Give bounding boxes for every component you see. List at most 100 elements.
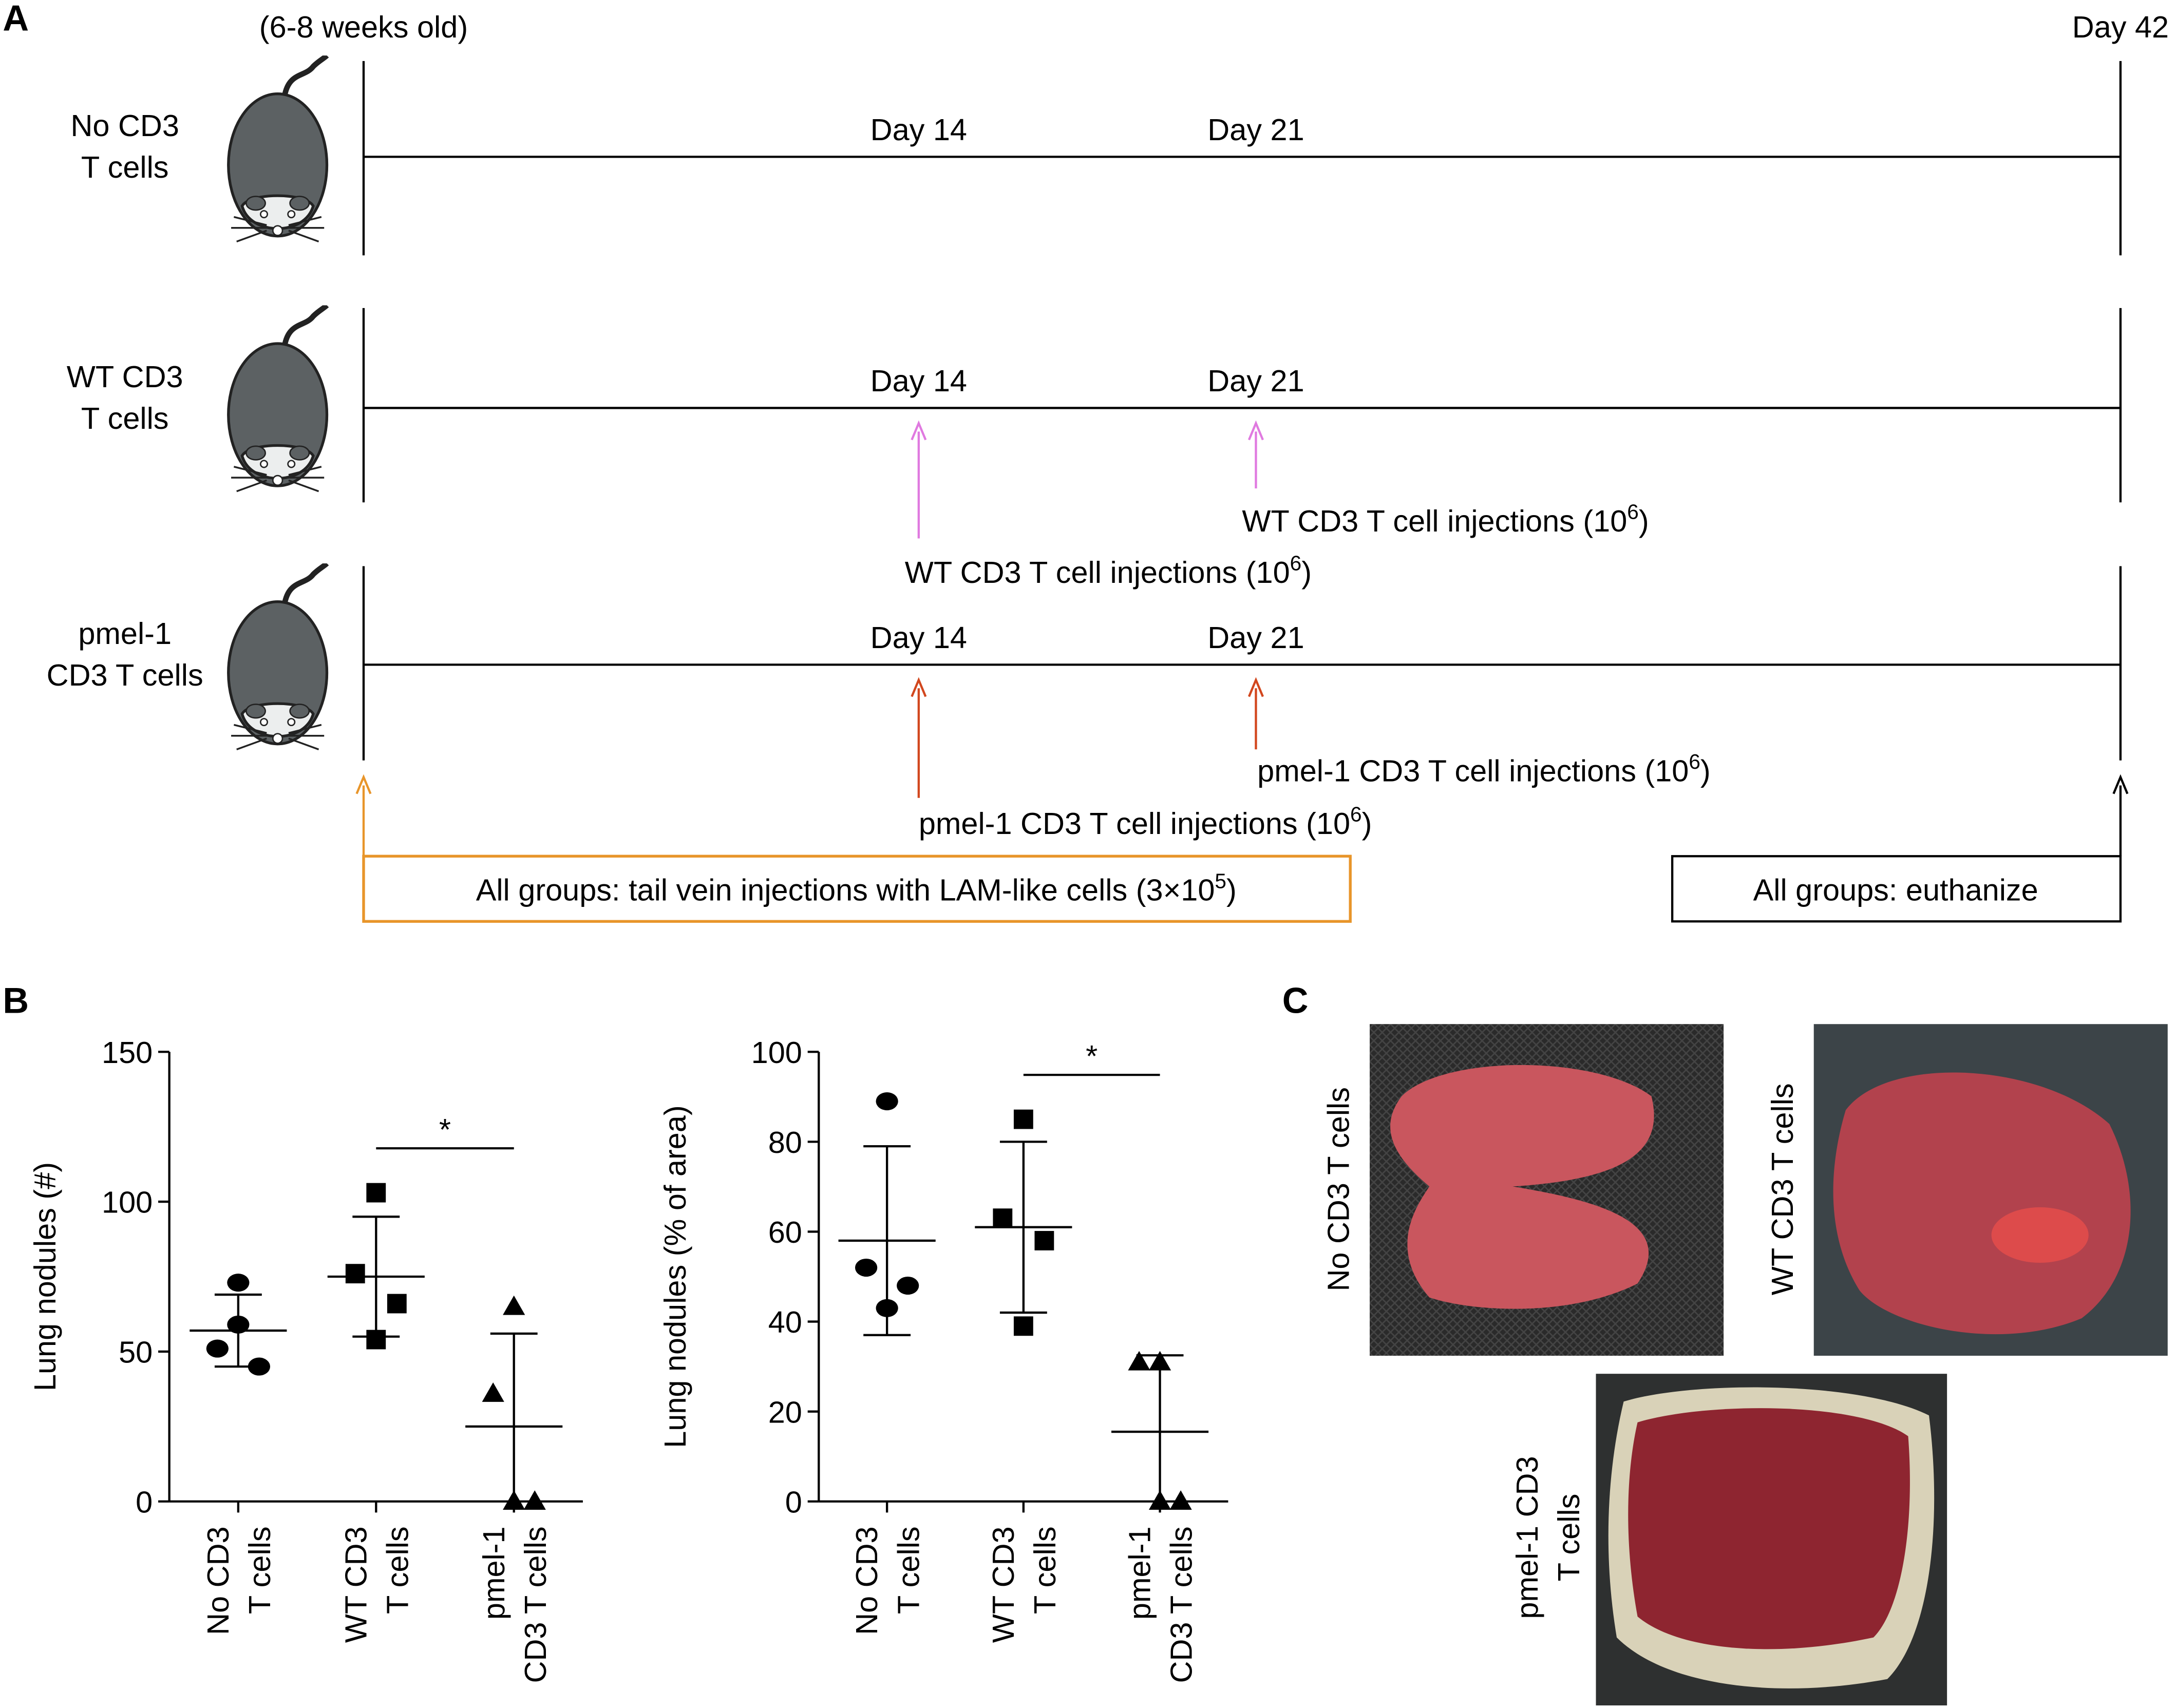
photos bbox=[1370, 1024, 2168, 1705]
y-tick-label: 20 bbox=[768, 1395, 802, 1429]
y-tick-label: 100 bbox=[751, 1035, 802, 1070]
lung-image bbox=[1833, 1072, 2131, 1335]
arrow-head bbox=[1247, 677, 1264, 697]
annotation: All groups: tail vein injections with LA… bbox=[476, 869, 1237, 907]
arrow-head bbox=[911, 420, 927, 441]
superscript: 5 bbox=[1215, 869, 1226, 893]
end-box bbox=[1671, 855, 2122, 923]
arrow-head bbox=[2112, 774, 2129, 794]
point bbox=[1013, 1109, 1033, 1129]
photo-label: No CD3 T cells bbox=[1321, 1087, 1356, 1292]
y-axis-label: Lung nodules (% of area) bbox=[658, 1105, 692, 1448]
point bbox=[1169, 1490, 1192, 1510]
y-tick-label: 40 bbox=[768, 1305, 802, 1339]
x-tick-label: pmel-1 bbox=[1123, 1526, 1157, 1620]
point bbox=[366, 1183, 386, 1203]
annotation: WT CD3 T cell injections (106) bbox=[1242, 500, 1649, 538]
text-part: ) bbox=[1226, 873, 1237, 907]
day-label: Day 21 bbox=[1207, 364, 1304, 398]
point bbox=[897, 1276, 919, 1295]
annotation: WT CD3 T cell injections (106) bbox=[905, 552, 1312, 590]
annotation: pmel-1 CD3 T cell injections (106) bbox=[1257, 750, 1711, 788]
day-label: Day 14 bbox=[871, 364, 967, 398]
x-tick-label: pmel-1 bbox=[477, 1526, 511, 1620]
day-label: Day 21 bbox=[1207, 112, 1304, 147]
y-tick-label: 60 bbox=[768, 1215, 802, 1249]
photo-label: WT CD3 T cells bbox=[1765, 1083, 1800, 1295]
text-part: All groups: tail vein injections with LA… bbox=[476, 873, 1215, 907]
text-part: pmel-1 CD3 T cell injections (10 bbox=[919, 806, 1350, 841]
point bbox=[227, 1274, 250, 1292]
day-label: Day 14 bbox=[871, 620, 967, 655]
point bbox=[993, 1208, 1013, 1228]
day-label: Day 21 bbox=[1207, 620, 1304, 655]
point bbox=[503, 1295, 525, 1315]
superscript: 6 bbox=[1689, 750, 1700, 773]
text-part: WT CD3 T cell injections (10 bbox=[905, 555, 1290, 590]
day-label: Day 14 bbox=[871, 112, 967, 147]
group-label: No CD3 bbox=[70, 108, 179, 143]
y-tick-label: 0 bbox=[136, 1485, 153, 1519]
point bbox=[1034, 1231, 1054, 1250]
point bbox=[387, 1294, 407, 1314]
end-box-label: All groups: euthanize bbox=[1753, 873, 2038, 907]
group-label: CD3 T cells bbox=[47, 658, 203, 692]
y-tick-label: 80 bbox=[768, 1125, 802, 1160]
photo-label: T cells bbox=[1551, 1494, 1586, 1582]
x-tick-label: No CD3 bbox=[849, 1526, 884, 1635]
y-tick-label: 50 bbox=[119, 1335, 153, 1370]
panel-label: A bbox=[3, 0, 29, 38]
y-axis-label: Lung nodules (#) bbox=[28, 1162, 62, 1391]
point bbox=[1128, 1351, 1150, 1371]
y-tick-label: 100 bbox=[102, 1185, 153, 1220]
annotation: pmel-1 CD3 T cell injections (106) bbox=[919, 803, 1372, 841]
point bbox=[206, 1339, 229, 1358]
y-tick-label: 0 bbox=[785, 1485, 802, 1519]
lung-image bbox=[1991, 1207, 2089, 1263]
significance-label: * bbox=[439, 1112, 451, 1147]
panel-label: C bbox=[1282, 980, 1309, 1021]
arrow-head bbox=[911, 677, 927, 697]
significance-label: * bbox=[1086, 1039, 1098, 1073]
group-label: WT CD3 bbox=[67, 359, 183, 394]
text-part: ) bbox=[1301, 555, 1312, 590]
x-tick-label: CD3 T cells bbox=[1164, 1526, 1199, 1683]
mouse-icon bbox=[229, 55, 327, 241]
group-label: pmel-1 bbox=[78, 616, 172, 651]
superscript: 6 bbox=[1290, 552, 1302, 575]
text-part: ) bbox=[1362, 806, 1372, 841]
group-label: T cells bbox=[81, 401, 169, 435]
x-tick-label: T cells bbox=[242, 1526, 277, 1614]
text-part: ) bbox=[1639, 504, 1649, 538]
text-part: pmel-1 CD3 T cell injections (10 bbox=[1257, 753, 1689, 788]
point bbox=[876, 1092, 898, 1111]
point bbox=[482, 1382, 504, 1402]
x-tick-label: CD3 T cells bbox=[518, 1526, 553, 1683]
lung-image bbox=[1390, 1065, 1654, 1309]
arrow-head bbox=[355, 774, 372, 794]
x-tick-label: WT CD3 bbox=[338, 1526, 373, 1643]
text-part: WT CD3 T cell injections (10 bbox=[1242, 504, 1627, 538]
mouse-icon bbox=[229, 563, 327, 749]
superscript: 6 bbox=[1350, 803, 1362, 826]
x-tick-label: T cells bbox=[891, 1526, 925, 1614]
lung-image bbox=[1628, 1408, 1910, 1649]
x-tick-label: T cells bbox=[380, 1526, 414, 1614]
point bbox=[855, 1258, 878, 1277]
text-part: ) bbox=[1700, 753, 1711, 788]
x-tick-label: WT CD3 bbox=[986, 1526, 1020, 1643]
point bbox=[1013, 1316, 1033, 1336]
photo-label: pmel-1 CD3 bbox=[1510, 1456, 1544, 1619]
start-note: (6-8 weeks old) bbox=[259, 10, 468, 44]
x-tick-label: No CD3 bbox=[201, 1526, 235, 1635]
start-box bbox=[362, 855, 1352, 923]
point bbox=[345, 1264, 365, 1284]
x-tick-label: T cells bbox=[1028, 1526, 1062, 1614]
panel-label: B bbox=[3, 980, 29, 1021]
point bbox=[523, 1490, 546, 1510]
superscript: 6 bbox=[1627, 500, 1639, 524]
group-label: T cells bbox=[81, 150, 169, 184]
arrow-head bbox=[1247, 420, 1264, 441]
